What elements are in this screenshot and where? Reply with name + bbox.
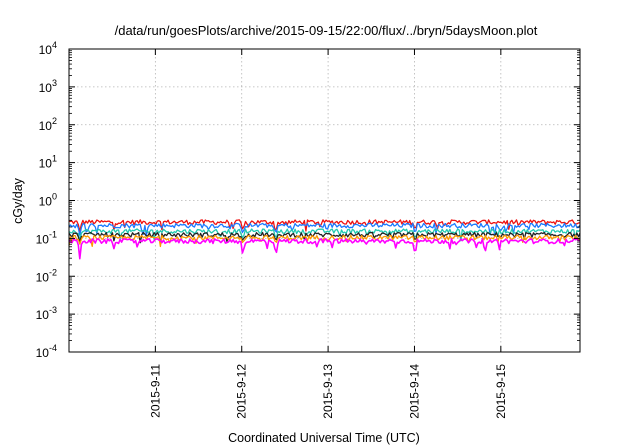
y-tick-label: 10-3 xyxy=(36,305,57,322)
series-line xyxy=(68,238,581,260)
x-axis-label: Coordinated Universal Time (UTC) xyxy=(228,431,420,445)
x-tick-label: 2015-9-12 xyxy=(235,364,249,419)
x-tick-label: 2015-9-13 xyxy=(321,364,335,419)
series-lines xyxy=(68,219,581,260)
x-tick-label: 2015-9-15 xyxy=(494,364,508,419)
x-tick-label: 2015-9-11 xyxy=(148,364,162,418)
x-tick-label: 2015-9-14 xyxy=(407,364,421,419)
series-line xyxy=(68,219,581,233)
y-tick-label: 10-4 xyxy=(36,343,57,360)
series-line xyxy=(68,222,581,236)
series-line xyxy=(68,228,581,242)
series-line xyxy=(68,234,581,248)
y-tick-label: 10-1 xyxy=(36,229,57,246)
y-tick-label: 10-2 xyxy=(36,267,57,284)
y-tick-label: 103 xyxy=(39,78,57,95)
y-tick-label: 102 xyxy=(39,116,57,133)
y-axis: 10-4 10-3 10-2 10-1 100 101 102 103 104 xyxy=(36,40,580,360)
chart-title: /data/run/goesPlots/archive/2015-09-15/2… xyxy=(115,23,538,38)
y-tick-label: 101 xyxy=(39,154,57,171)
y-axis-label: cGy/day xyxy=(11,177,25,224)
grid xyxy=(69,49,580,352)
y-tick-label: 100 xyxy=(39,192,57,209)
x-axis: 2015-9-11 2015-9-12 2015-9-13 2015-9-14 2015… xyxy=(148,49,508,419)
y-tick-label: 104 xyxy=(39,40,57,57)
